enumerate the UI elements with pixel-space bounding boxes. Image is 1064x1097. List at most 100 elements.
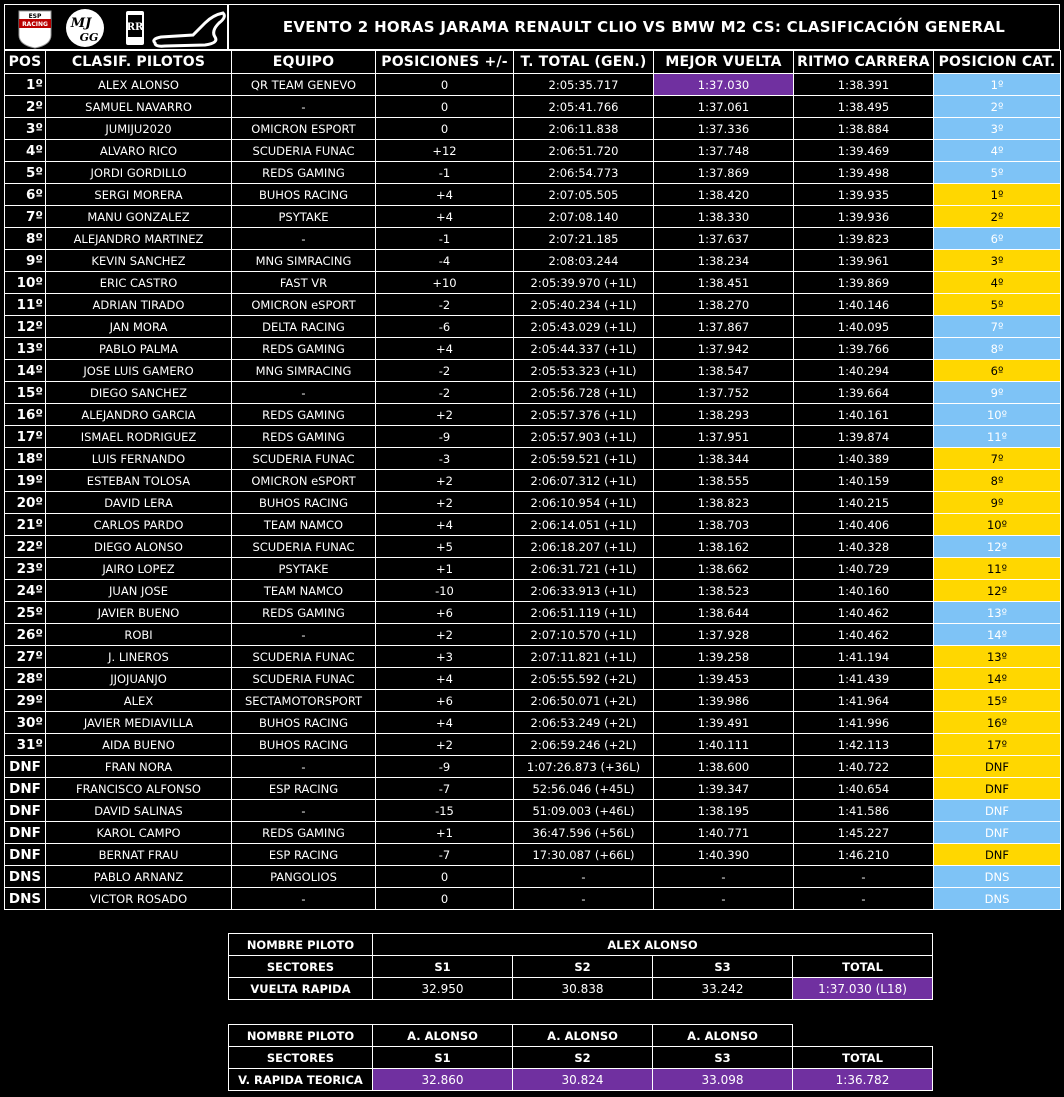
- best-lap-cell: 1:39.258: [653, 645, 794, 668]
- table-row: 6º SERGI MORERA BUHOS RACING +4 2:07:05.505 1…: [4, 183, 1061, 206]
- team-cell: OMICRON eSPORT: [231, 293, 376, 316]
- delta-cell: +2: [375, 403, 514, 426]
- driver-cell: DAVID LERA: [45, 491, 232, 514]
- svg-text:MJ: MJ: [70, 16, 92, 31]
- total-time-cell: 2:06:07.312 (+1L): [513, 469, 654, 492]
- table-row: 3º JUMIJU2020 OMICRON ESPORT 0 2:06:11.838 1:…: [4, 117, 1061, 140]
- best-lap-cell: 1:37.928: [653, 623, 794, 646]
- driver-cell: PABLO ARNANZ: [45, 865, 232, 888]
- fastest-lap-table: NOMBRE PILOTO ALEX ALONSO SECTORES S1 S2…: [228, 933, 934, 1000]
- total-time-cell: 2:05:43.029 (+1L): [513, 315, 654, 338]
- total-time-cell: 51:09.003 (+46L): [513, 799, 654, 822]
- category-pos-cell: 10º: [933, 513, 1061, 536]
- pos-cell: 4º: [4, 139, 46, 162]
- table-row: 16º ALEJANDRO GARCIA REDS GAMING +2 2:05:57.…: [4, 403, 1061, 426]
- logo-strip: ESP RACING MJ GG RR: [4, 4, 228, 50]
- team-cell: FAST VR: [231, 271, 376, 294]
- delta-cell: +4: [375, 205, 514, 228]
- delta-cell: -2: [375, 381, 514, 404]
- best-lap-cell: 1:39.347: [653, 777, 794, 800]
- delta-cell: +10: [375, 271, 514, 294]
- table-row: 25º JAVIER BUENO REDS GAMING +6 2:06:51.119 …: [4, 601, 1061, 624]
- category-pos-cell: 6º: [933, 227, 1061, 250]
- total-time-cell: 2:06:14.051 (+1L): [513, 513, 654, 536]
- best-lap-cell: 1:39.491: [653, 711, 794, 734]
- fastest-lap-s1: 32.950: [372, 977, 513, 1000]
- team-cell: REDS GAMING: [231, 425, 376, 448]
- pos-cell: 31º: [4, 733, 46, 756]
- table-row: 28º JJOJUANJO SCUDERIA FUNAC +4 2:05:55.592 …: [4, 667, 1061, 690]
- category-pos-cell: 14º: [933, 667, 1061, 690]
- pos-cell: 13º: [4, 337, 46, 360]
- team-cell: SCUDERIA FUNAC: [231, 139, 376, 162]
- theoretical-header-s3: S3: [652, 1046, 793, 1069]
- delta-cell: +6: [375, 601, 514, 624]
- best-lap-cell: 1:38.451: [653, 271, 794, 294]
- driver-cell: ALEJANDRO GARCIA: [45, 403, 232, 426]
- table-row: 20º DAVID LERA BUHOS RACING +2 2:06:10.954 (…: [4, 491, 1061, 514]
- driver-cell: ERIC CASTRO: [45, 271, 232, 294]
- category-pos-cell: DNF: [933, 799, 1061, 822]
- pos-cell: 5º: [4, 161, 46, 184]
- pos-cell: 18º: [4, 447, 46, 470]
- delta-cell: -2: [375, 359, 514, 382]
- driver-cell: SAMUEL NAVARRO: [45, 95, 232, 118]
- fastest-lap-driver-name: ALEX ALONSO: [371, 933, 934, 956]
- pos-cell: 2º: [4, 95, 46, 118]
- delta-cell: +6: [375, 689, 514, 712]
- team-cell: SCUDERIA FUNAC: [231, 645, 376, 668]
- team-cell: OMICRON ESPORT: [231, 117, 376, 140]
- driver-cell: VICTOR ROSADO: [45, 887, 232, 910]
- total-time-cell: 2:05:53.323 (+1L): [513, 359, 654, 382]
- best-lap-cell: 1:40.771: [653, 821, 794, 844]
- category-pos-cell: 6º: [933, 359, 1061, 382]
- theoretical-driver-s2: A. ALONSO: [512, 1024, 653, 1047]
- team-cell: -: [231, 227, 376, 250]
- delta-cell: -7: [375, 777, 514, 800]
- pos-cell: 28º: [4, 667, 46, 690]
- fastest-lap-row-label: VUELTA RAPIDA: [228, 977, 373, 1000]
- fastest-lap-s3: 33.242: [652, 977, 793, 1000]
- race-pace-cell: 1:40.406: [793, 513, 934, 536]
- team-cell: REDS GAMING: [231, 337, 376, 360]
- driver-cell: JAVIER BUENO: [45, 601, 232, 624]
- category-pos-cell: 7º: [933, 447, 1061, 470]
- best-lap-cell: -: [653, 865, 794, 888]
- best-lap-cell: -: [653, 887, 794, 910]
- theoretical-driver-label: NOMBRE PILOTO: [228, 1024, 373, 1047]
- total-time-cell: 2:05:44.337 (+1L): [513, 337, 654, 360]
- team-cell: BUHOS RACING: [231, 733, 376, 756]
- delta-cell: +2: [375, 733, 514, 756]
- theoretical-total: 1:36.782: [792, 1068, 933, 1091]
- fastest-lap-s2: 30.838: [512, 977, 653, 1000]
- driver-cell: ALEX ALONSO: [45, 73, 232, 96]
- delta-cell: +4: [375, 337, 514, 360]
- table-row: 7º MANU GONZALEZ PSYTAKE +4 2:07:08.140 1:38.…: [4, 205, 1061, 228]
- table-row: 9º KEVIN SANCHEZ MNG SIMRACING -4 2:08:03.24…: [4, 249, 1061, 272]
- table-row: 24º JUAN JOSE TEAM NAMCO -10 2:06:33.913 (+1…: [4, 579, 1061, 602]
- total-time-cell: 2:06:18.207 (+1L): [513, 535, 654, 558]
- driver-cell: JAVIER MEDIAVILLA: [45, 711, 232, 734]
- driver-cell: KEVIN SANCHEZ: [45, 249, 232, 272]
- pos-cell: 7º: [4, 205, 46, 228]
- best-lap-cell: 1:40.390: [653, 843, 794, 866]
- pos-cell: 29º: [4, 689, 46, 712]
- driver-cell: DIEGO ALONSO: [45, 535, 232, 558]
- table-row: DNF FRAN NORA - -9 1:07:26.873 (+36L) 1:38.60…: [4, 755, 1061, 778]
- category-pos-cell: 3º: [933, 249, 1061, 272]
- total-time-cell: 2:05:40.234 (+1L): [513, 293, 654, 316]
- driver-cell: ISMAEL RODRIGUEZ: [45, 425, 232, 448]
- race-pace-cell: 1:40.729: [793, 557, 934, 580]
- theoretical-lap-values-row: V. RAPIDA TEORICA 32.860 30.824 33.098 1…: [228, 1068, 933, 1091]
- theoretical-header-total: TOTAL: [792, 1046, 933, 1069]
- driver-cell: SERGI MORERA: [45, 183, 232, 206]
- total-time-cell: 2:06:51.119 (+1L): [513, 601, 654, 624]
- pos-cell: DNF: [4, 799, 46, 822]
- theoretical-lap-table: NOMBRE PILOTO A. ALONSO A. ALONSO A. ALO…: [228, 1024, 933, 1091]
- team-cell: -: [231, 381, 376, 404]
- team-cell: MNG SIMRACING: [231, 249, 376, 272]
- race-pace-cell: 1:39.766: [793, 337, 934, 360]
- table-row: 17º ISMAEL RODRIGUEZ REDS GAMING -9 2:05:57.…: [4, 425, 1061, 448]
- best-lap-cell: 1:38.195: [653, 799, 794, 822]
- best-lap-cell: 1:37.030: [653, 73, 794, 96]
